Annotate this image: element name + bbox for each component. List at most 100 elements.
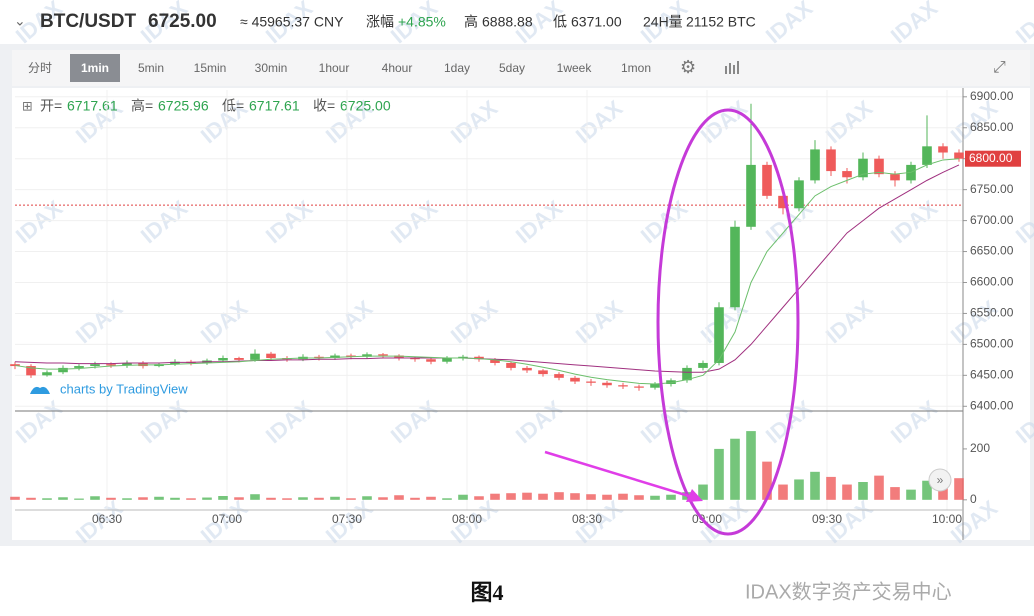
interval-tab[interactable]: 1hour [319, 61, 350, 75]
volume-bar [714, 448, 724, 500]
volume-bar [138, 497, 148, 500]
caption: 图4 [470, 580, 503, 605]
candle-body [474, 356, 484, 360]
y-tick-label: 6550.00 [970, 306, 1014, 320]
volume-bar [554, 492, 564, 500]
fullscreen-icon[interactable]: ⤢ [993, 59, 1006, 76]
y-tick-label: 6450.00 [970, 368, 1014, 382]
watermark: IDAX [886, 0, 943, 48]
legend-label: 低= [222, 98, 244, 114]
footer-watermark: IDAX数字资产交易中心 [745, 580, 952, 603]
volume-bar [58, 497, 68, 500]
tradingview-logo [30, 386, 50, 394]
volume-bar [666, 494, 676, 500]
candle-body [458, 356, 468, 359]
volume-bar [602, 494, 612, 500]
candle-body [522, 367, 532, 371]
legend-label: 收= [313, 98, 335, 114]
candle-body [682, 367, 692, 381]
volume-bar [202, 497, 212, 500]
candle-body [554, 374, 564, 378]
candle-body [730, 226, 740, 308]
legend-value: 6717.61 [67, 98, 118, 114]
watermark: IDAX [1011, 0, 1034, 48]
candle-body [954, 152, 964, 159]
y-tick-label: 6900.00 [970, 89, 1014, 103]
volume-bar [698, 484, 708, 500]
legend-label: 高= [131, 98, 153, 114]
volume-bar [810, 471, 820, 500]
candle-body [842, 171, 852, 178]
interval-tab[interactable]: 1day [444, 61, 470, 75]
toolbar [12, 50, 1030, 86]
candle-body [314, 356, 324, 359]
volume-tick-label: 0 [970, 492, 977, 506]
interval-tab[interactable]: 30min [255, 61, 288, 75]
icon-bar [733, 65, 735, 74]
x-tick-label: 07:30 [332, 512, 362, 526]
volume-tick-label: 200 [970, 441, 990, 455]
settings-icon[interactable]: ⚙ [680, 57, 696, 77]
volume-bar [522, 492, 532, 500]
legend-value: 6717.61 [249, 98, 300, 114]
interval-tab[interactable]: 4hour [382, 61, 413, 75]
change: +4.85% [398, 14, 446, 30]
scroll-icon: » [937, 473, 944, 487]
volume-bar [186, 498, 196, 500]
interval-tab[interactable]: 1min [81, 61, 109, 75]
volume-bar [378, 497, 388, 500]
interval-tab[interactable]: 分时 [28, 61, 52, 75]
interval-tab[interactable]: 1mon [621, 61, 651, 75]
last-price-label: 6800.00 [969, 151, 1013, 165]
volume-bar [954, 478, 964, 500]
volume-bar [618, 493, 628, 500]
volume-bar [26, 497, 36, 500]
interval-tab[interactable]: 5day [499, 61, 525, 75]
legend-value: 6725.00 [340, 98, 391, 114]
candle-body [26, 366, 36, 376]
icon-bar [725, 66, 727, 74]
candle-body [618, 385, 628, 387]
volume-bar [890, 487, 900, 500]
volume-bar [154, 496, 164, 500]
watermark: IDAX [761, 0, 818, 48]
candle-body [234, 358, 244, 360]
x-tick-label: 08:30 [572, 512, 602, 526]
scroll-button[interactable] [928, 468, 952, 492]
chart-pane [12, 88, 1030, 540]
volume-bar [538, 493, 548, 500]
volume-bar [394, 495, 404, 500]
volume-bar [650, 495, 660, 500]
symbol: BTC/USDT [40, 11, 136, 32]
high-label: 高 [464, 14, 478, 30]
volume-bar [570, 493, 580, 500]
interval-tab[interactable]: 5min [138, 61, 164, 75]
volume-bar [762, 461, 772, 500]
candle-body [938, 146, 948, 153]
candle-body [362, 354, 372, 357]
icon-bar [729, 63, 731, 74]
candle-body [586, 381, 596, 383]
y-tick-label: 6700.00 [970, 213, 1014, 227]
moving-average [14, 158, 960, 385]
candle-body [442, 358, 452, 362]
last-price-tag [965, 150, 1021, 167]
candle-body [490, 359, 500, 363]
candle-body [330, 355, 340, 359]
volume-bar [10, 496, 20, 500]
y-tick-label: 6650.00 [970, 244, 1014, 258]
volume-bar [746, 431, 756, 500]
candle-body [602, 382, 612, 386]
interval-tab[interactable]: 1week [557, 61, 593, 75]
volume-bar [458, 494, 468, 500]
volume-bar [410, 497, 420, 500]
cny: ≈ 45965.37 CNY [240, 14, 344, 30]
y-tick-label: 6850.00 [970, 120, 1014, 134]
interval-tabs: 分时 1min 5min 15min 30min 1hour 4hour 1day 5day 1w… [28, 54, 651, 82]
interval-tab[interactable]: 15min [194, 61, 227, 75]
low: 6371.00 [571, 14, 622, 30]
indicator-icon[interactable] [725, 61, 739, 74]
candle-body [714, 307, 724, 363]
collapse-icon[interactable]: ⌄ [14, 13, 26, 29]
